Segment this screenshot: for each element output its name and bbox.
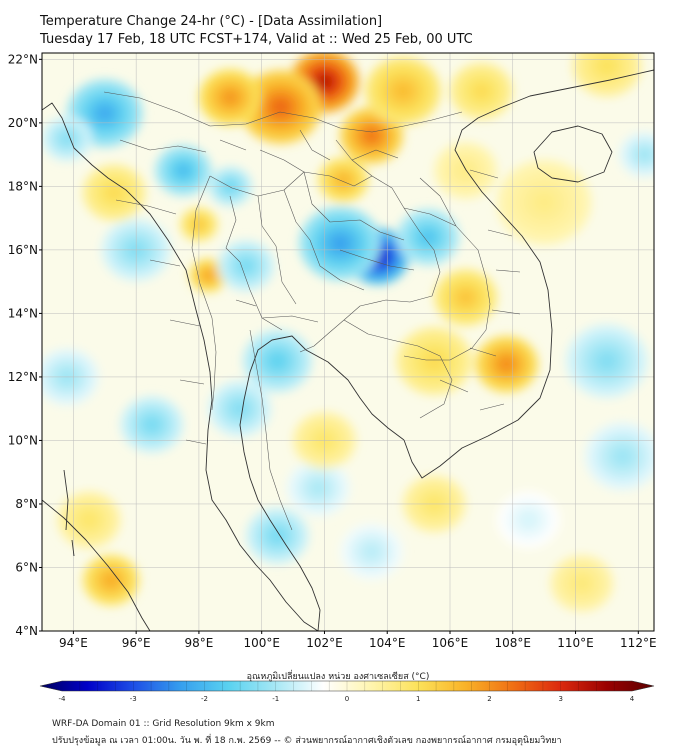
anomaly-3-ring-3 xyxy=(363,128,380,143)
lat-tick-label: 22°N xyxy=(8,52,38,66)
anomaly-20-ring-3 xyxy=(144,417,160,432)
mainland-coastline xyxy=(42,102,319,631)
lat-tick-label: 4°N xyxy=(15,624,38,638)
lat-lon-grid xyxy=(42,53,654,631)
lon-tick-label: 112°E xyxy=(620,636,657,650)
anomaly-30-ring-3 xyxy=(81,512,97,527)
coastlines xyxy=(42,69,654,631)
colorbar-bar xyxy=(39,680,655,692)
colorbar-tick-label: 0 xyxy=(345,695,349,703)
anomaly-8-ring-3 xyxy=(106,185,123,200)
anomaly-14-ring-3 xyxy=(176,164,191,177)
anomaly-6-ring-3 xyxy=(203,271,214,280)
lat-tick-label: 20°N xyxy=(8,116,38,130)
provinces-central xyxy=(235,245,319,531)
anomaly-19-ring-3 xyxy=(231,401,248,416)
andaman-islands xyxy=(63,469,75,557)
temperature-field xyxy=(42,53,654,612)
anomaly-31-ring-3 xyxy=(532,191,556,213)
cambodia-boundary xyxy=(343,319,453,419)
anomaly-10-ring-3 xyxy=(329,234,351,253)
anomaly-40-ring-3 xyxy=(457,163,474,178)
anomaly-37-ring-3 xyxy=(573,576,590,591)
anomaly-18-ring-3 xyxy=(268,353,287,369)
anomaly-26-ring-3 xyxy=(498,357,515,372)
footer-credit: ปรับปรุงข้อมูล ณ เวลา 01:00น. วัน พ. ที่… xyxy=(52,736,562,746)
myanmar-boundary xyxy=(191,175,217,411)
indochina-coastline xyxy=(403,69,654,479)
colorbar-tick-label: -3 xyxy=(130,695,137,703)
map-subtitle: Tuesday 17 Feb, 18 UTC FCST+174, Valid a… xyxy=(40,32,473,47)
anomaly-36-ring-3 xyxy=(520,512,537,527)
lon-tick-label: 94°E xyxy=(59,636,88,650)
anomaly-24-ring-3 xyxy=(363,544,380,559)
colorbar-ticks: -4 -3 -2 -1 0 1 2 3 4 xyxy=(59,681,635,703)
provinces-north xyxy=(225,171,415,291)
anomaly-12-ring-3 xyxy=(95,104,115,122)
lon-tick-label: 102°E xyxy=(306,636,343,650)
colorbar-tick-label: -4 xyxy=(59,695,67,703)
anomaly-34-ring-3 xyxy=(596,351,618,371)
sumatra-coast xyxy=(42,499,151,631)
anomaly-32-ring-3 xyxy=(598,57,616,74)
hainan-island xyxy=(533,125,613,183)
lat-tick-label: 10°N xyxy=(8,433,38,447)
longitude-labels: 94°E 96°E 98°E 100°E 102°E 104°E 106°E 108°E 110… xyxy=(59,631,657,650)
anomaly-35-ring-3 xyxy=(613,447,633,465)
lat-tick-label: 12°N xyxy=(8,370,38,384)
anomaly-17-ring-3 xyxy=(238,259,254,273)
lat-tick-label: 18°N xyxy=(8,179,38,193)
map-title: Temperature Change 24-hr (°C) - [Data As… xyxy=(40,14,383,29)
colorbar-tick-label: -1 xyxy=(272,695,279,703)
lon-tick-label: 98°E xyxy=(184,636,213,650)
anomaly-23-ring-3 xyxy=(310,481,327,496)
anomaly-22-ring-3 xyxy=(269,528,286,543)
lon-tick-label: 100°E xyxy=(243,636,280,650)
lon-tick-label: 110°E xyxy=(557,636,594,650)
colorbar-tick-label: 3 xyxy=(559,695,563,703)
anomaly-29-ring-3 xyxy=(103,573,119,587)
footer-domain-info: WRF-DA Domain 01 :: Grid Resolution 9km … xyxy=(52,719,275,729)
provinces-myanmar xyxy=(115,139,207,445)
lat-tick-label: 6°N xyxy=(15,560,38,574)
lat-tick-label: 8°N xyxy=(15,497,38,511)
malay-east-coastline xyxy=(239,335,405,631)
admin-boundaries xyxy=(103,91,521,531)
colorbar-tick-label: 2 xyxy=(487,695,491,703)
anomaly-13-ring-3 xyxy=(60,133,74,145)
colorbar-tick-label: 1 xyxy=(416,695,420,703)
colorbar-tick-label: 4 xyxy=(630,695,635,703)
anomaly-25-ring-3 xyxy=(457,290,474,305)
latitude-labels: 4°N 6°N 8°N 10°N 12°N 14°N 16°N 18°N 20°N 22°N xyxy=(8,52,42,638)
colorbar: -4 -3 -2 -1 0 1 2 3 4 xyxy=(39,680,655,703)
colorbar-label: อุณหภูมิเปลี่ยนแปลง หน่วย องศาเซลเซียส (… xyxy=(246,672,430,682)
anomaly-4-ring-3 xyxy=(337,174,350,186)
lon-tick-label: 96°E xyxy=(122,636,151,650)
lon-tick-label: 104°E xyxy=(369,636,406,650)
provinces-laos xyxy=(219,129,457,227)
anomaly-39-ring-3 xyxy=(638,148,651,161)
lat-tick-label: 16°N xyxy=(8,243,38,257)
anomaly-11-ring-3 xyxy=(420,230,436,245)
lat-tick-label: 14°N xyxy=(8,306,38,320)
map-frame xyxy=(41,52,655,632)
provinces-vietnam xyxy=(439,169,521,411)
colorbar-tick-label: -2 xyxy=(201,695,208,703)
anomaly-5-ring-3 xyxy=(393,82,413,100)
thailand-boundary xyxy=(209,171,441,353)
lon-tick-label: 106°E xyxy=(432,636,469,650)
lon-tick-label: 108°E xyxy=(495,636,532,650)
anomaly-33-ring-3 xyxy=(473,84,490,99)
anomaly-27-ring-3 xyxy=(424,352,444,370)
china-boundary xyxy=(103,91,463,133)
anomaly-1-ring-3 xyxy=(270,97,291,117)
anomaly-2-ring-3 xyxy=(222,90,239,105)
